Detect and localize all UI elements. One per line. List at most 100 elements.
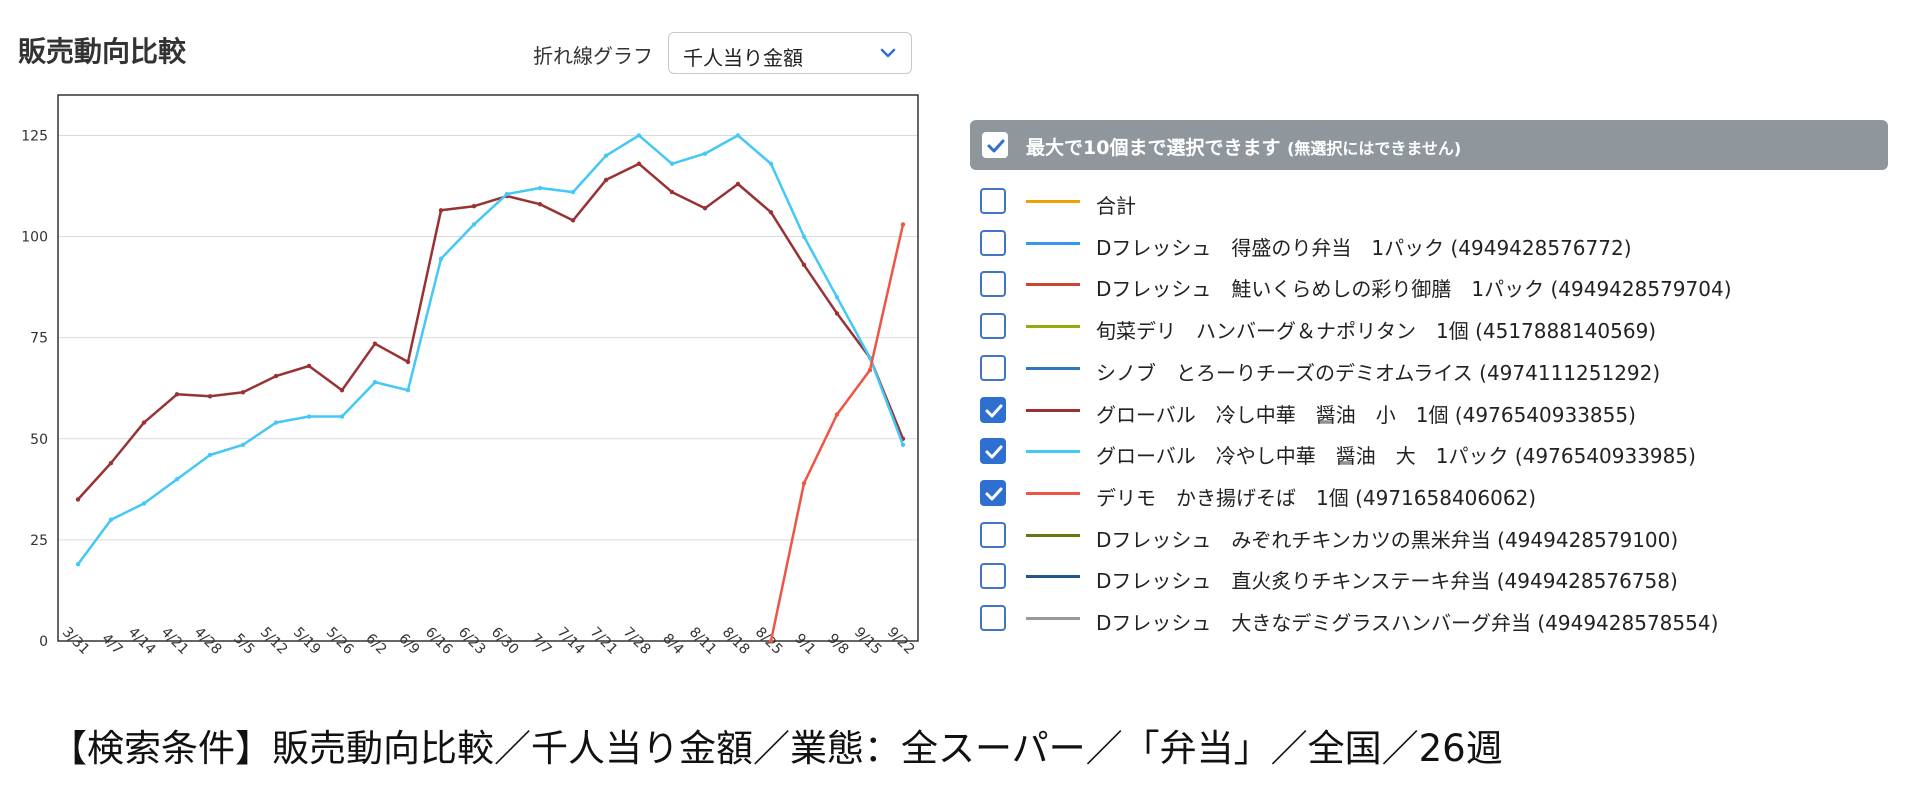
data-point — [570, 189, 576, 195]
data-point — [438, 256, 444, 261]
data-point — [834, 412, 840, 417]
x-tick-label: 5/5 — [230, 631, 257, 658]
y-tick-label: 100 — [21, 230, 48, 246]
legend-header: 最大で10個まで選択できます (無選択にはできません) — [970, 120, 1888, 170]
data-point — [768, 210, 774, 215]
select-all-checkbox[interactable] — [982, 132, 1008, 158]
data-point — [141, 420, 147, 425]
data-point — [306, 363, 312, 369]
y-tick-label: 75 — [30, 331, 48, 347]
series-swatch — [1026, 617, 1080, 620]
chevron-down-icon — [879, 45, 897, 64]
data-point — [207, 394, 213, 399]
x-tick-label: 6/2 — [362, 631, 389, 658]
data-point — [240, 442, 246, 448]
data-point — [867, 355, 873, 361]
data-point — [339, 414, 345, 419]
legend-item[interactable]: 合計 — [970, 182, 1888, 222]
x-tick-label: 9/8 — [824, 631, 851, 658]
y-tick-label: 0 — [39, 634, 48, 650]
data-point — [75, 561, 81, 567]
data-point — [537, 185, 543, 191]
x-tick-label: 4/7 — [98, 631, 125, 658]
series-swatch — [1026, 200, 1080, 203]
data-point — [735, 181, 741, 187]
metric-select[interactable]: 千人当り金額 — [668, 32, 912, 74]
series-line — [76, 134, 905, 565]
data-point — [570, 218, 576, 223]
series-checkbox[interactable] — [980, 354, 1006, 381]
series-checkbox[interactable] — [980, 521, 1006, 548]
legend-item[interactable]: Dフレッシュ 鮭いくらめしの彩り御膳 1パック (4949428579704) — [970, 265, 1888, 305]
legend-item[interactable]: Dフレッシュ 直火炙りチキンステーキ弁当 (4949428576758) — [970, 557, 1888, 597]
data-point — [603, 177, 609, 183]
series-checkbox[interactable] — [980, 438, 1006, 465]
search-conditions: 【検索条件】販売動向比較／千人当り金額／業態：全スーパー／「弁当」／全国／26週 — [50, 727, 1503, 770]
data-point — [702, 151, 708, 156]
series-checkbox[interactable] — [980, 605, 1006, 631]
metric-select-value: 千人当り金額 — [683, 46, 803, 70]
data-point — [702, 206, 708, 211]
series-label: シノブ とろーりチーズのデミオムライス (4974111251292) — [1096, 360, 1661, 385]
chart-type-label: 折れ線グラフ — [533, 44, 653, 68]
data-point — [471, 204, 477, 209]
series-label: Dフレッシュ 鮭いくらめしの彩り御膳 1パック (4949428579704) — [1096, 277, 1732, 302]
data-point — [867, 367, 873, 373]
legend-item[interactable]: デリモ かき揚げそば 1個 (4971658406062) — [970, 474, 1888, 514]
series-line — [769, 224, 905, 642]
series-swatch — [1026, 325, 1080, 329]
series-label: 旬菜デリ ハンバーグ＆ナポリタン 1個 (4517888140569) — [1096, 319, 1657, 344]
data-point — [669, 161, 675, 166]
legend-item[interactable]: グローバル 冷やし中華 醤油 大 1パック (4976540933985) — [970, 432, 1888, 472]
series-checkbox[interactable] — [980, 313, 1006, 340]
legend-item[interactable]: シノブ とろーりチーズのデミオムライス (4974111251292) — [970, 349, 1888, 389]
series-swatch — [1026, 241, 1080, 245]
series-swatch — [1026, 283, 1080, 287]
data-point — [801, 234, 807, 239]
series-swatch — [1026, 533, 1080, 537]
series-checkbox[interactable] — [980, 396, 1006, 423]
y-tick-label: 25 — [30, 533, 48, 549]
data-point — [405, 359, 411, 365]
data-point — [273, 420, 279, 425]
data-point — [174, 477, 180, 482]
legend-item[interactable]: Dフレッシュ 大きなデミグラスハンバーグ弁当 (4949428578554) — [970, 599, 1888, 639]
x-tick-label: 6/9 — [395, 631, 422, 658]
legend-item[interactable]: Dフレッシュ 得盛のり弁当 1パック (4949428576772) — [970, 224, 1888, 264]
data-point — [108, 517, 114, 522]
series-swatch — [1026, 366, 1080, 370]
series-checkbox[interactable] — [980, 479, 1006, 506]
data-point — [108, 460, 114, 466]
legend-item[interactable]: グローバル 冷し中華 醤油 小 1個 (4976540933855) — [970, 391, 1888, 431]
data-point — [174, 392, 180, 397]
series-swatch — [1026, 450, 1080, 454]
series-label: デリモ かき揚げそば 1個 (4971658406062) — [1096, 485, 1537, 510]
legend-item[interactable]: Dフレッシュ みぞれチキンカツの黒米弁当 (4949428579100) — [970, 516, 1888, 556]
data-point — [339, 388, 345, 393]
data-point — [306, 414, 312, 419]
data-point — [504, 191, 510, 197]
data-point — [834, 295, 840, 300]
series-label: Dフレッシュ みぞれチキンカツの黒米弁当 (4949428579100) — [1096, 527, 1679, 552]
legend-header-note: (無選択にはできません) — [1287, 139, 1462, 158]
data-point — [603, 153, 609, 158]
legend-item[interactable]: 旬菜デリ ハンバーグ＆ナポリタン 1個 (4517888140569) — [970, 307, 1888, 347]
series-label: Dフレッシュ 大きなデミグラスハンバーグ弁当 (4949428578554) — [1096, 611, 1719, 635]
page-title: 販売動向比較 — [18, 35, 187, 68]
series-label: Dフレッシュ 得盛のり弁当 1パック (4949428576772) — [1096, 235, 1632, 260]
data-point — [669, 189, 675, 195]
series-swatch — [1026, 408, 1080, 412]
data-point — [438, 208, 444, 213]
legend-header-text: 最大で10個まで選択できます (無選択にはできません) — [1026, 133, 1461, 160]
series-checkbox[interactable] — [980, 563, 1006, 590]
series-line — [77, 162, 905, 501]
series-checkbox[interactable] — [980, 229, 1006, 256]
series-checkbox[interactable] — [980, 188, 1006, 214]
data-point — [636, 161, 642, 166]
data-point — [735, 133, 741, 138]
data-point — [240, 390, 246, 395]
y-tick-label: 50 — [30, 432, 48, 448]
y-tick-label: 125 — [21, 128, 48, 144]
x-tick-label: 8/4 — [659, 631, 686, 658]
series-checkbox[interactable] — [980, 271, 1006, 298]
